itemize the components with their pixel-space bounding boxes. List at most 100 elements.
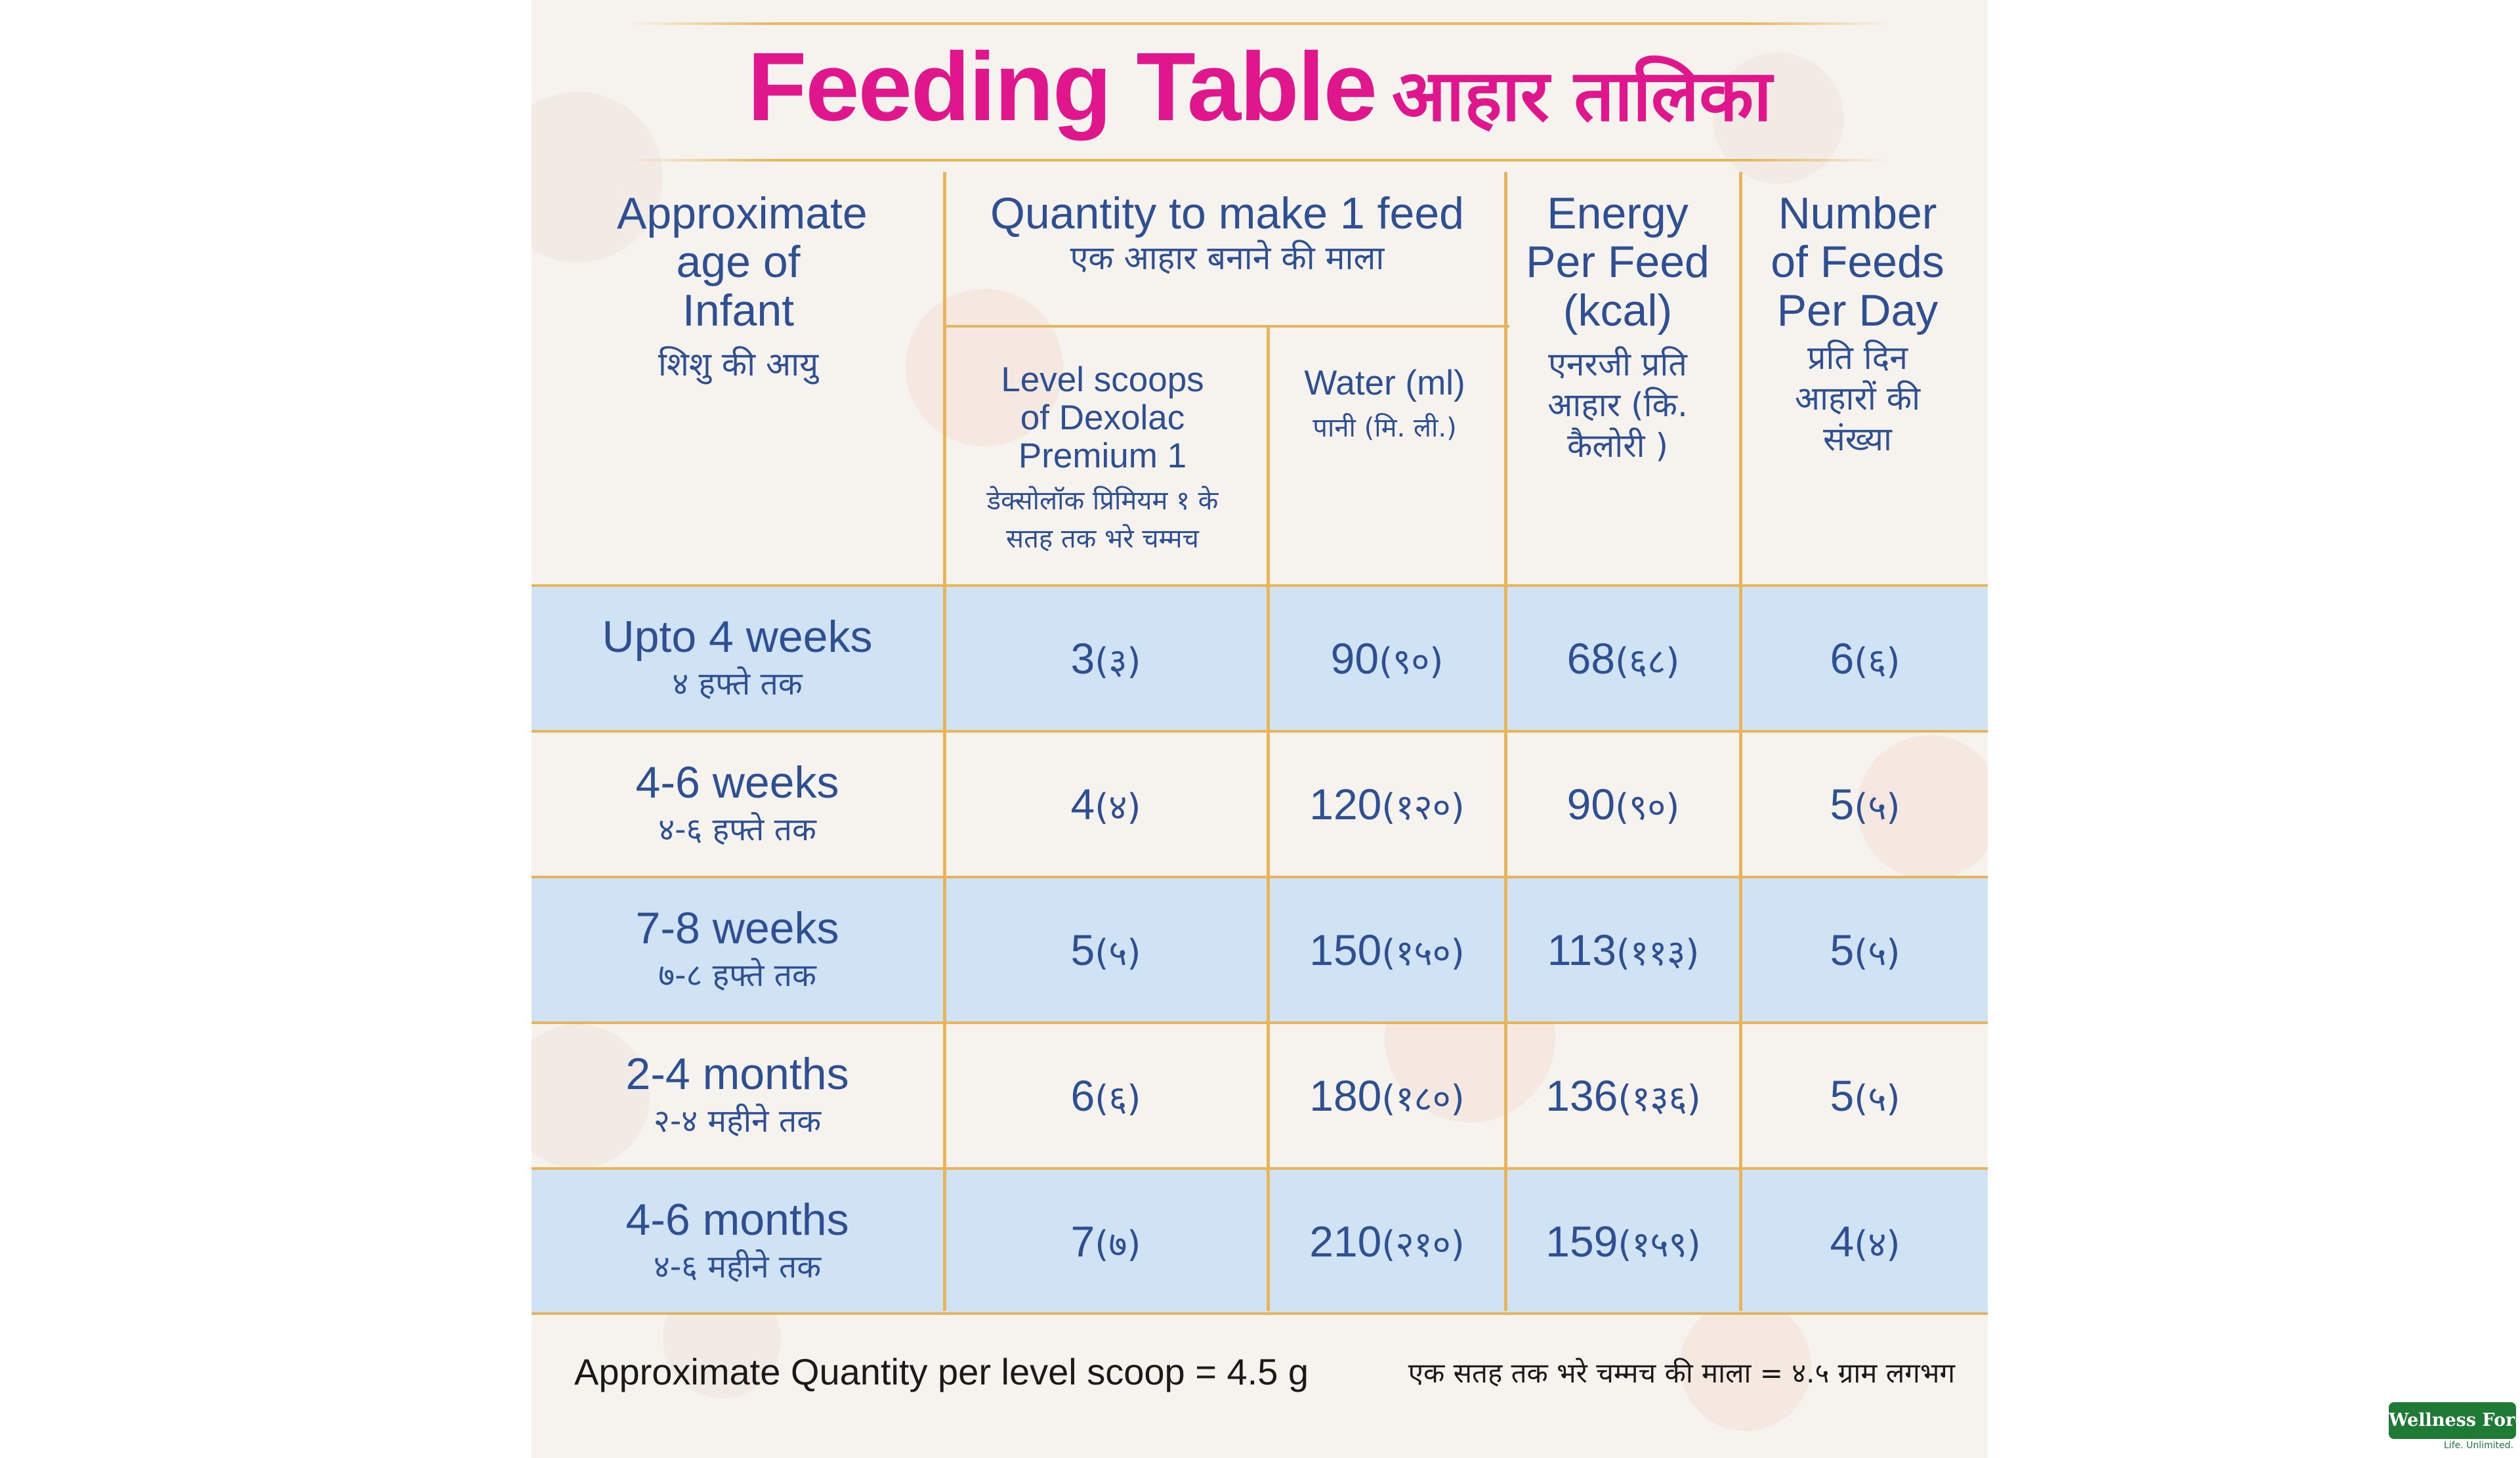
scoops-cell: 7(७)	[945, 1169, 1267, 1314]
row-divider	[532, 584, 1988, 587]
table-row: 4-6 months ४-६ महीने तक 7(७) 210(२१०) 159(१५…	[532, 1169, 1988, 1314]
header-water-label: Water (ml)	[1304, 364, 1465, 402]
water-value: 120(१२०)	[1309, 779, 1465, 830]
scoops-value: 4(४)	[1071, 779, 1141, 830]
energy-cell: 68(६८)	[1507, 586, 1739, 731]
water-number: 120	[1309, 779, 1382, 828]
header-quantity-label-hindi: एक आहार बनाने की माला	[1070, 239, 1385, 277]
energy-number: 136	[1545, 1071, 1618, 1120]
feeds-number-devanagari: (५)	[1854, 932, 1900, 974]
table-row: 2-4 months २-४ महीने तक 6(६) 180(१८०) 136(१३…	[532, 1023, 1988, 1169]
logo-name: Wellness Forever	[2389, 1402, 2520, 1439]
title-hindi: आहार तालिका	[1391, 55, 1773, 137]
energy-cell: 113(११३)	[1507, 877, 1739, 1023]
row-divider	[532, 1021, 1988, 1024]
feeds-value: 5(५)	[1830, 779, 1900, 830]
age-label: 7-8 weeks	[635, 903, 839, 953]
header-feeds-label: Number of Feeds Per Day	[1771, 188, 1944, 335]
column-divider	[1504, 172, 1507, 1311]
feeds-value: 5(५)	[1830, 1071, 1900, 1121]
background-dot	[1857, 735, 1988, 880]
column-divider	[943, 172, 946, 1311]
age-label: 4-6 months	[625, 1195, 849, 1245]
header-quantity-label: Quantity to make 1 feed	[990, 188, 1464, 238]
energy-number-devanagari: (९०)	[1615, 786, 1680, 828]
energy-value: 90(९०)	[1567, 779, 1680, 830]
feeds-number-devanagari: (५)	[1854, 786, 1900, 828]
header-water-label-hindi: पानी (मि. ली.)	[1312, 413, 1457, 443]
header-water: Water (ml) पानी (मि. ली.)	[1273, 364, 1496, 447]
wellness-forever-logo: Wellness Forever Life. Unlimited.	[2389, 1402, 2520, 1455]
age-cell: 4-6 weeks ४-६ हफ्ते तक	[532, 731, 943, 877]
energy-value: 68(६८)	[1567, 633, 1680, 684]
row-divider	[532, 1312, 1988, 1315]
row-divider	[532, 876, 1988, 878]
feeds-cell: 5(५)	[1742, 1023, 1988, 1169]
feeds-value: 5(५)	[1830, 925, 1900, 976]
age-cell: 2-4 months २-४ महीने तक	[532, 1023, 943, 1169]
energy-number: 90	[1566, 779, 1616, 828]
feeds-cell: 6(६)	[1742, 586, 1988, 731]
water-number: 150	[1309, 925, 1382, 974]
column-divider	[1267, 326, 1270, 1311]
footer-note: Approximate Quantity per level scoop = 4…	[574, 1351, 1309, 1392]
column-divider	[1739, 172, 1742, 1311]
water-cell: 120(१२०)	[1270, 731, 1504, 877]
header-divider	[945, 325, 1509, 328]
water-value: 150(१५०)	[1309, 925, 1465, 976]
scoops-value: 5(५)	[1071, 925, 1141, 976]
water-number-devanagari: (१५०)	[1381, 932, 1465, 974]
scoops-cell: 5(५)	[945, 877, 1267, 1023]
scoops-cell: 3(३)	[945, 586, 1267, 731]
header-age: Approximate age of Infant शिशु की आयु	[558, 189, 919, 385]
age-label-hindi: ७-८ हफ्ते तक	[658, 957, 816, 994]
water-number: 180	[1309, 1071, 1382, 1120]
feeds-number: 5	[1830, 779, 1855, 828]
scoops-cell: 6(६)	[945, 1023, 1267, 1169]
header-scoops-label-hindi: डेक्सोलॉक प्रिमियम १ के सतह तक भरे चम्मच	[986, 486, 1219, 554]
feeds-value: 6(६)	[1830, 633, 1900, 684]
header-scoops: Level scoops of Dexolac Premium 1 डेक्सो…	[958, 361, 1247, 558]
scoops-number-devanagari: (७)	[1095, 1223, 1141, 1265]
footer-note-hindi: एक सतह तक भरे चम्मच की माला = ४.५ ग्राम …	[1408, 1357, 1955, 1389]
water-number-devanagari: (२१०)	[1381, 1223, 1465, 1265]
header-feeds: Number of Feeds Per Day प्रति दिन आहारों…	[1741, 189, 1974, 460]
title-bottom-rule	[627, 159, 1893, 161]
header-energy: Energy Per Feed (kcal) एनरजी प्रति आहार …	[1506, 189, 1729, 466]
energy-number: 159	[1545, 1216, 1618, 1266]
age-label: 2-4 months	[625, 1049, 849, 1099]
feeding-table-card: Feeding Table आहार तालिका Approximate age…	[532, 0, 1988, 1458]
energy-number-devanagari: (११३)	[1616, 932, 1700, 974]
water-cell: 90(९०)	[1270, 586, 1504, 731]
feeds-number-devanagari: (६)	[1854, 640, 1900, 682]
scoops-number-devanagari: (४)	[1095, 786, 1141, 828]
header-feeds-label-hindi: प्रति दिन आहारों की संख्या	[1794, 339, 1921, 458]
scoops-number-devanagari: (३)	[1095, 640, 1141, 682]
row-divider	[532, 730, 1988, 733]
water-number-devanagari: (१८०)	[1381, 1077, 1465, 1119]
header-age-label: Approximate age of Infant	[617, 188, 868, 335]
scoops-number: 7	[1070, 1216, 1095, 1266]
energy-number: 113	[1547, 925, 1616, 974]
age-cell: 7-8 weeks ७-८ हफ्ते तक	[532, 877, 943, 1023]
age-cell: 4-6 months ४-६ महीने तक	[532, 1169, 943, 1314]
water-value: 210(२१०)	[1309, 1216, 1465, 1267]
energy-value: 136(१३६)	[1545, 1071, 1701, 1121]
water-cell: 150(१५०)	[1270, 877, 1504, 1023]
background-dot	[1713, 53, 1844, 184]
age-cell: Upto 4 weeks ४ हफ्ते तक	[532, 586, 943, 731]
scoops-number: 6	[1070, 1071, 1095, 1120]
feeds-number: 5	[1830, 925, 1855, 974]
table-row: 7-8 weeks ७-८ हफ्ते तक 5(५) 150(१५०) 113(११३…	[532, 877, 1988, 1023]
scoops-number-devanagari: (५)	[1095, 932, 1141, 974]
age-label-hindi: ४-६ महीने तक	[653, 1249, 822, 1285]
feeds-number-devanagari: (५)	[1854, 1077, 1900, 1119]
scoops-value: 6(६)	[1071, 1071, 1141, 1121]
scoops-number-devanagari: (६)	[1095, 1077, 1141, 1119]
water-value: 90(९०)	[1331, 633, 1444, 684]
logo-tagline: Life. Unlimited.	[2444, 1440, 2513, 1451]
feeds-cell: 5(५)	[1742, 877, 1988, 1023]
header-age-label-hindi: शिशु की आयु	[658, 345, 819, 383]
energy-number-devanagari: (६८)	[1615, 640, 1680, 682]
header-energy-label-hindi: एनरजी प्रति आहार (कि. कैलोरी )	[1547, 345, 1688, 465]
